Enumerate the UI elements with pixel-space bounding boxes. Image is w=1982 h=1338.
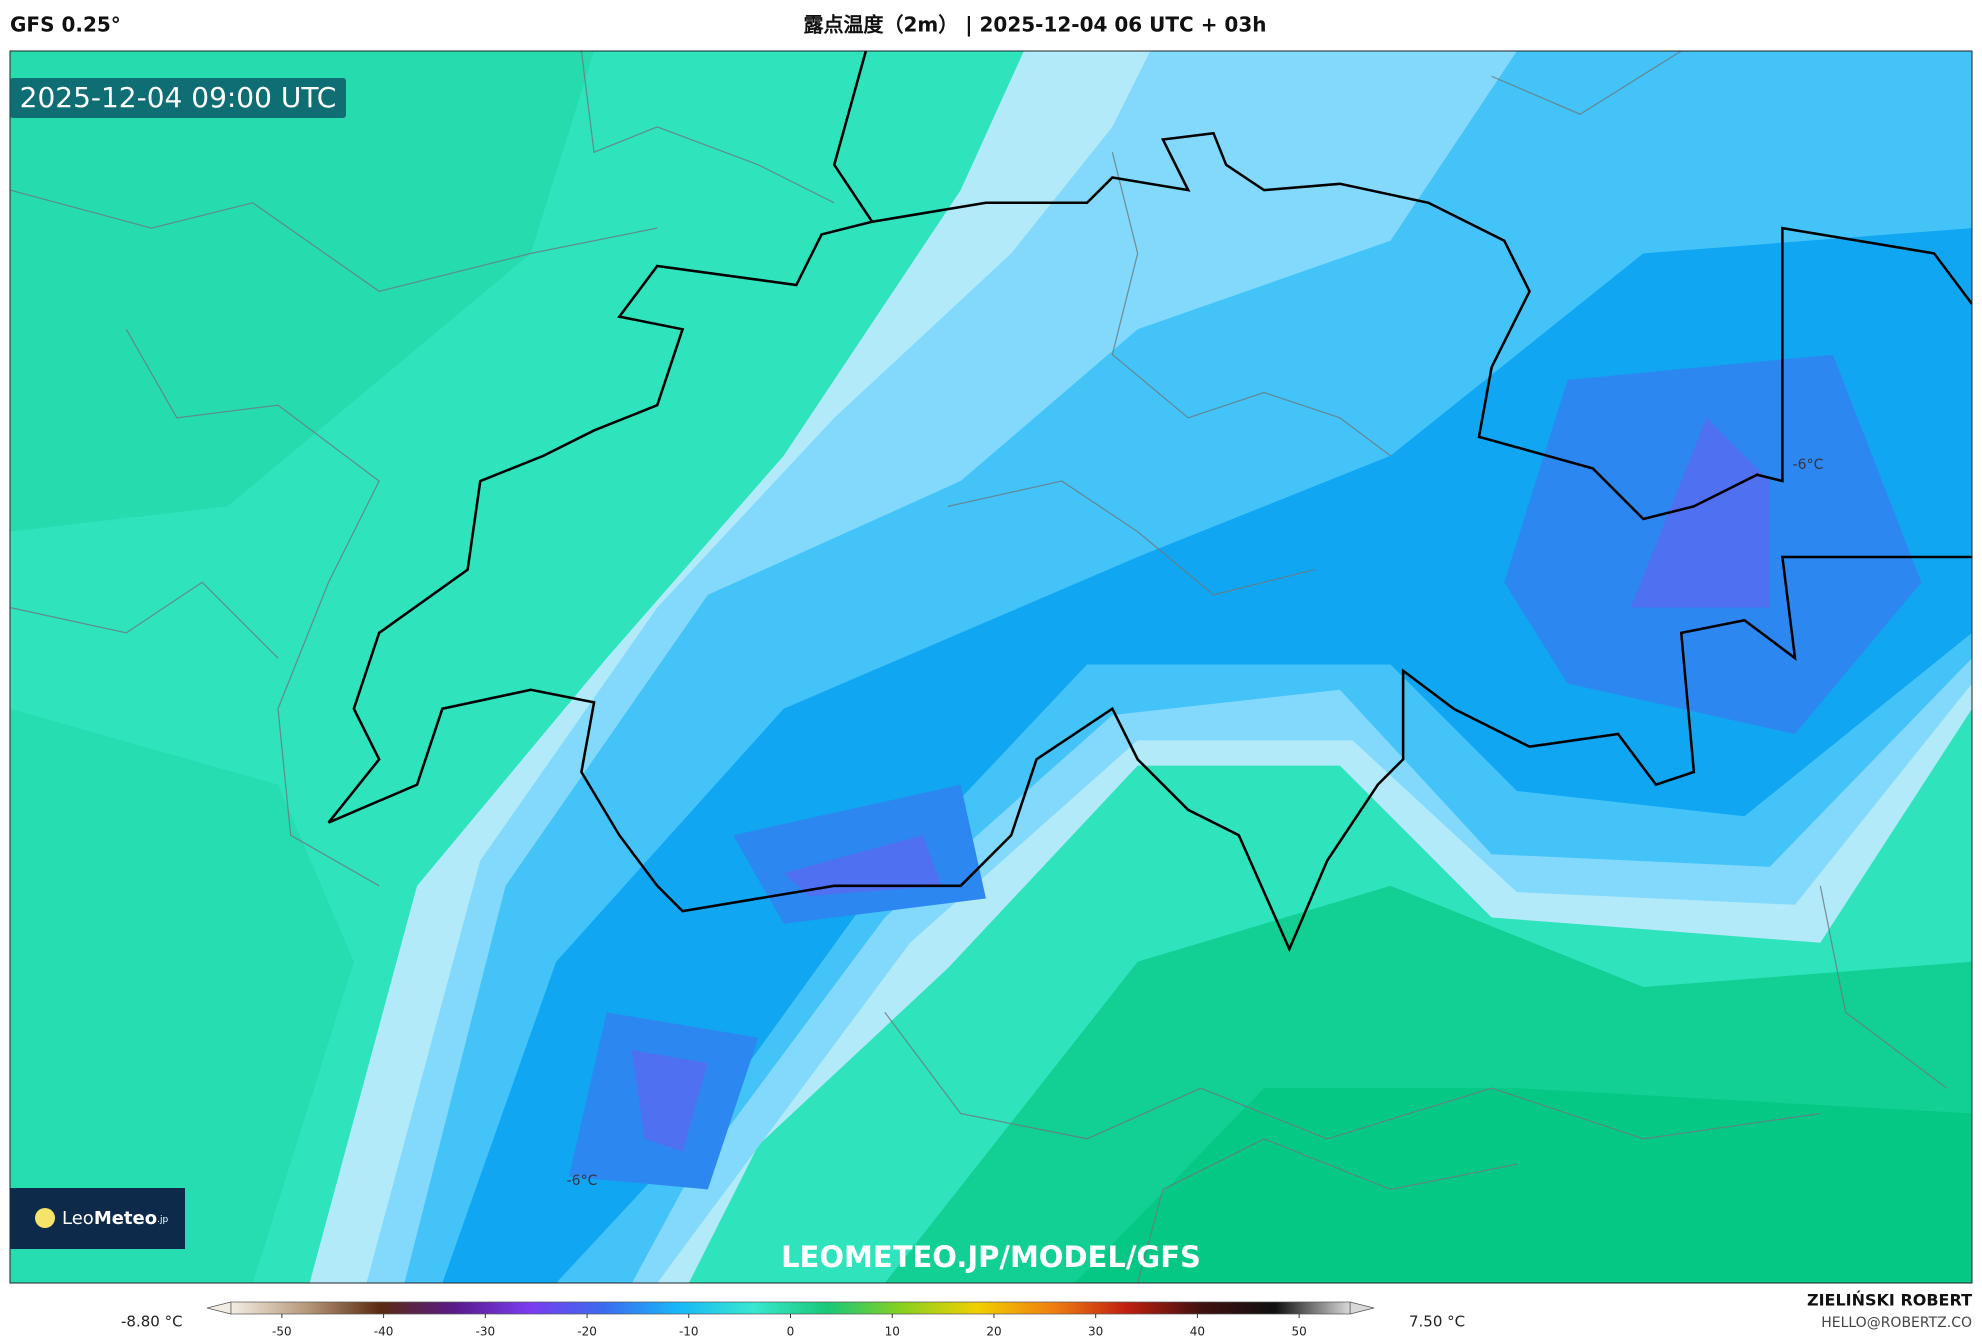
- borders: [10, 51, 1948, 1283]
- colorbar-tick-label: 30: [1088, 1325, 1103, 1338]
- colorbar-tick-label: 10: [885, 1325, 900, 1338]
- contour: [10, 51, 595, 532]
- contour: [1630, 417, 1770, 608]
- contour: [1074, 1088, 1972, 1283]
- colorbar-tick-label: -30: [476, 1325, 496, 1338]
- logo: LeoMeteo.jp: [62, 1208, 168, 1229]
- colorbar-end: [206, 1301, 232, 1315]
- map-frame: [9, 50, 1973, 1284]
- legend-max: 7.50 °C: [1409, 1313, 1465, 1331]
- email: HELLO@ROBERTZ.CO: [1821, 1315, 1972, 1331]
- contour: [783, 835, 942, 896]
- logo-sun: [35, 1208, 55, 1228]
- colorbar-tick-label: 0: [787, 1325, 795, 1338]
- contour: [631, 1050, 708, 1152]
- colorbar-tick-label: -20: [577, 1325, 597, 1338]
- contour-label: -6°C: [567, 1173, 598, 1189]
- logo-part: .jp: [157, 1215, 168, 1225]
- contour-label: -6°C: [1793, 457, 1824, 473]
- colorbar-tick-label: -50: [272, 1325, 292, 1338]
- national-border: [871, 131, 1972, 521]
- time-box: [10, 78, 346, 118]
- colorbar: -50 -40 -30 -20 -10 0 10 20 30 40 50: [206, 1301, 1375, 1338]
- logo-part: Meteo: [94, 1208, 157, 1229]
- colorbar-tick-label: -10: [679, 1325, 699, 1338]
- model-name: GFS 0.25°: [10, 13, 121, 37]
- author: ZIELIŃSKI ROBERT: [1807, 1291, 1972, 1310]
- contour: [10, 708, 354, 1283]
- valid-time: 2025-12-04 09:00 UTC: [20, 81, 337, 114]
- colorbar-end: [1349, 1301, 1375, 1315]
- colorbar-tick-label: 40: [1190, 1325, 1205, 1338]
- colorbar-tick-label: -40: [374, 1325, 394, 1338]
- colorbar-tick-label: 20: [986, 1325, 1001, 1338]
- logo-part: Leo: [62, 1208, 94, 1229]
- legend-min: -8.80 °C: [121, 1313, 183, 1331]
- colorbar-tick-label: 50: [1291, 1325, 1306, 1338]
- national-border: [327, 51, 1972, 953]
- map-title: 露点温度（2m） | 2025-12-04 06 UTC + 03h: [804, 13, 1267, 37]
- watermark: LEOMETEO.JP/MODEL/GFS: [781, 1240, 1201, 1274]
- map: [10, 51, 1972, 1283]
- colorbar-bar: [230, 1301, 1351, 1315]
